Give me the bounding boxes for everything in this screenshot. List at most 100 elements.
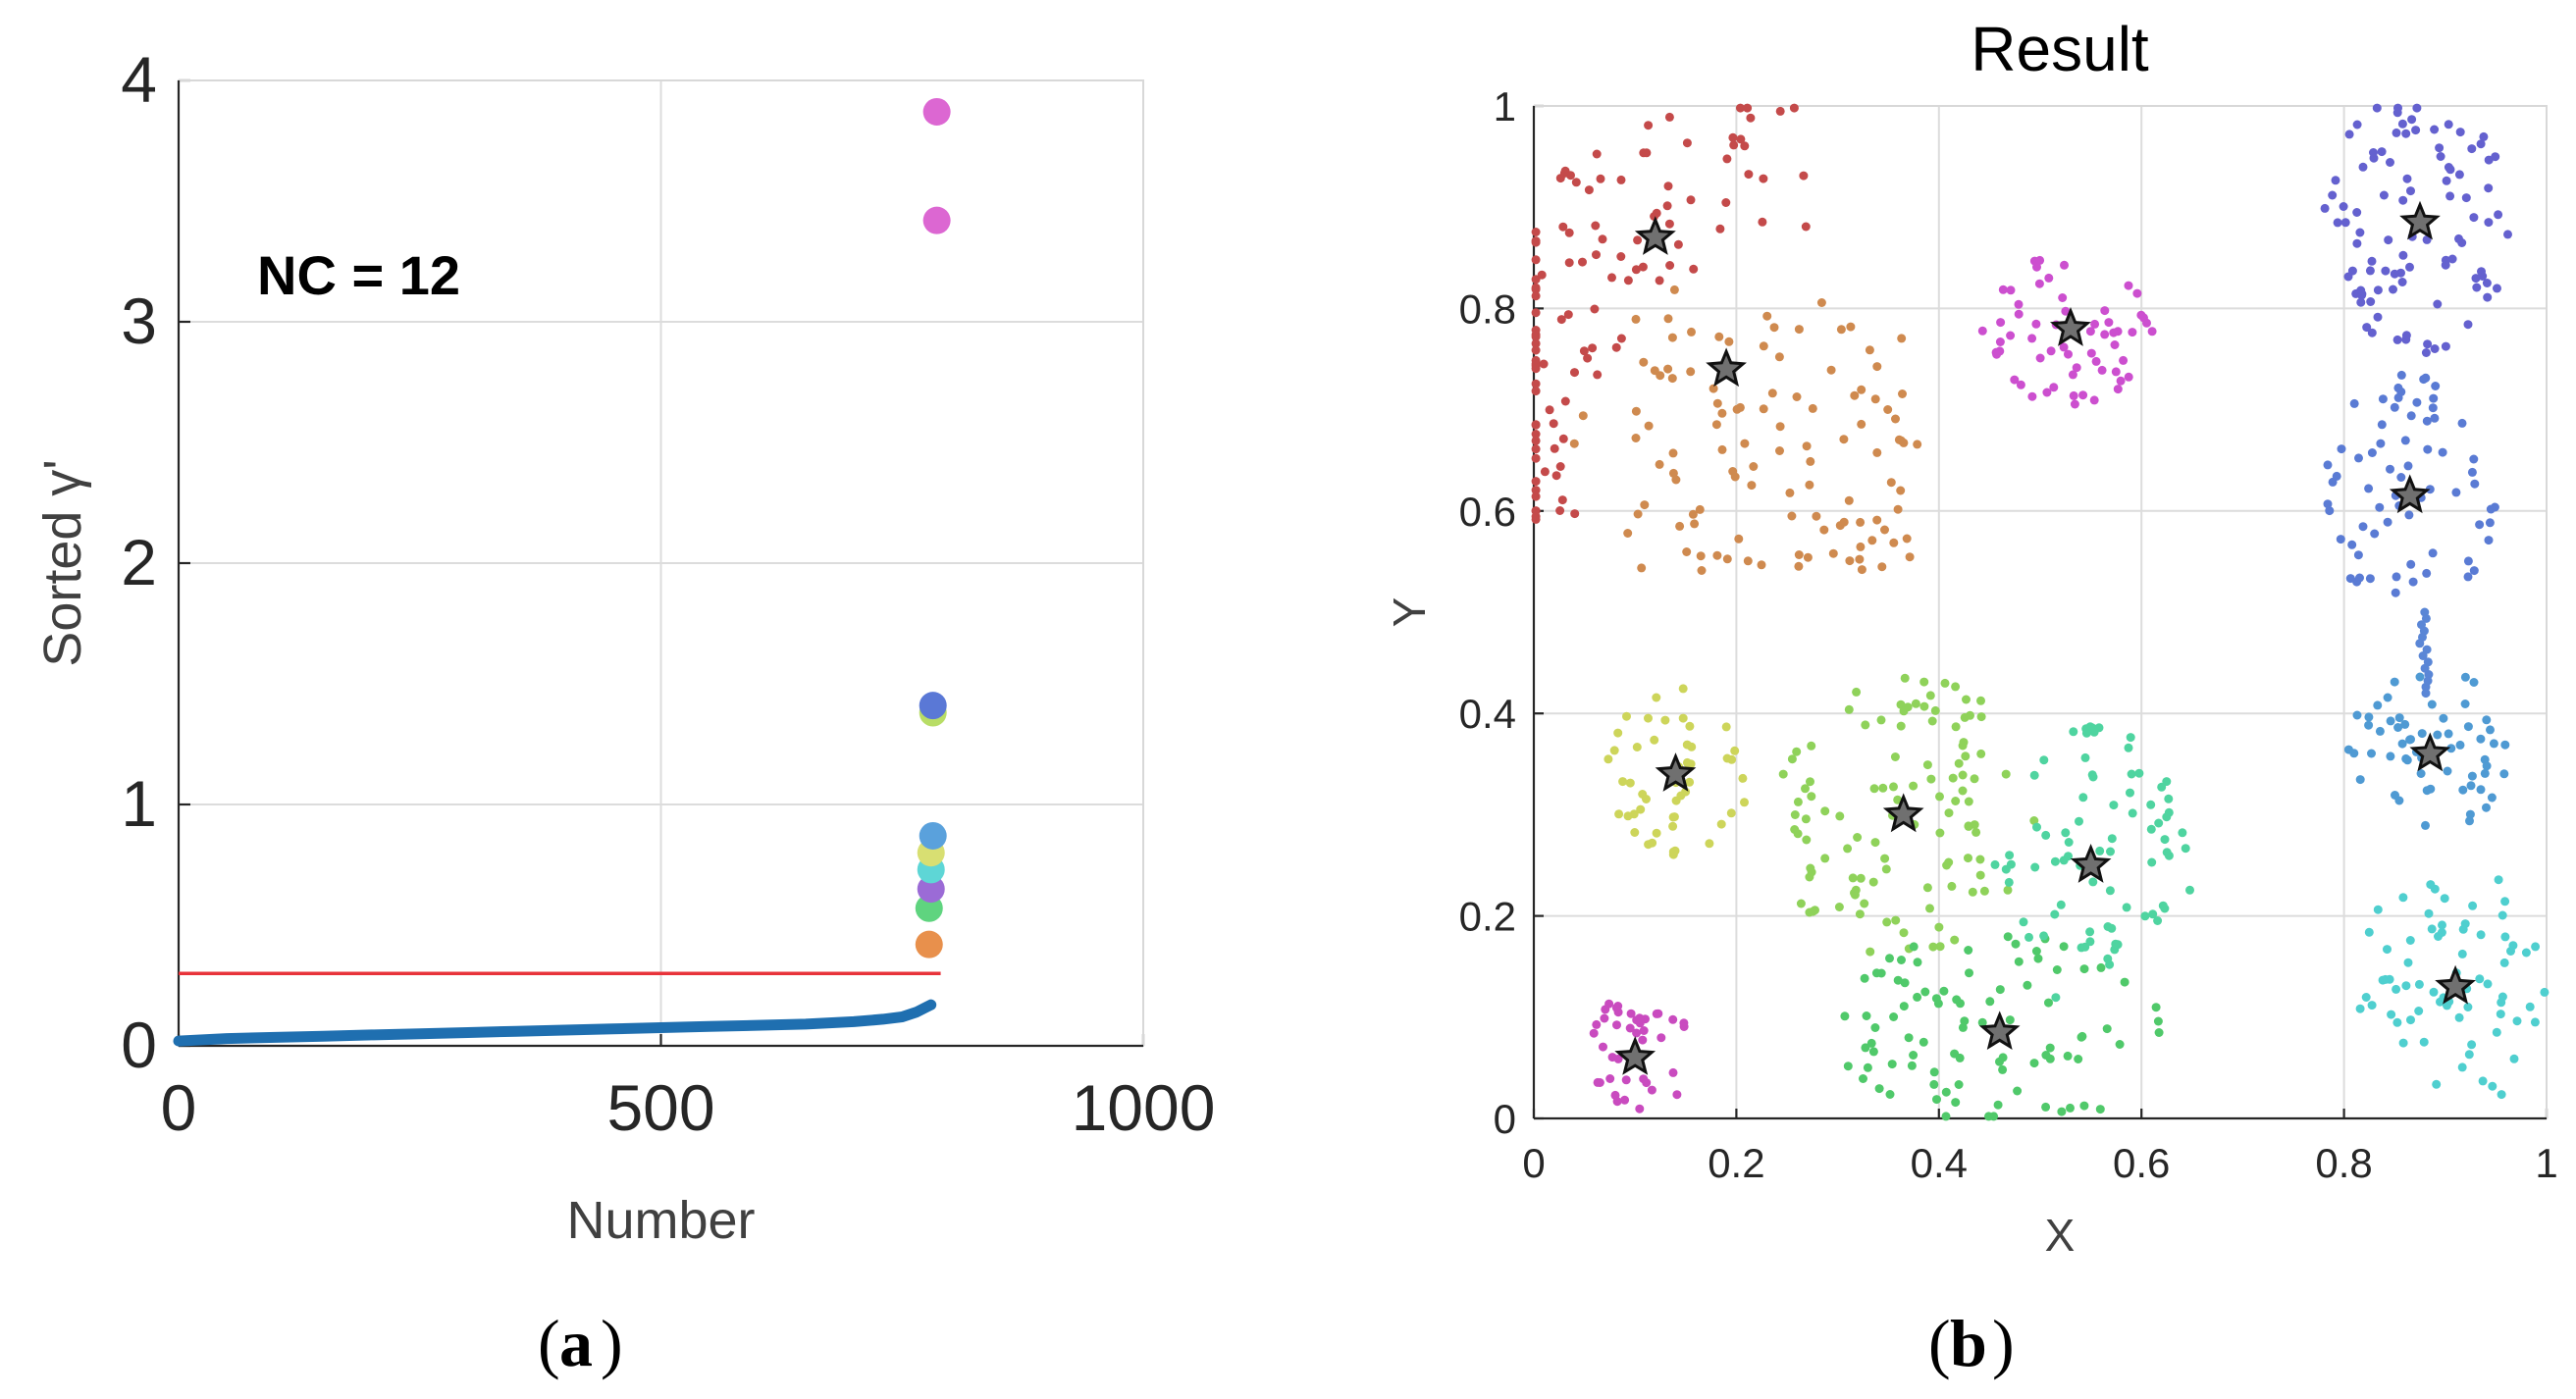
b-cluster-point xyxy=(2147,327,2157,337)
b-cluster-point xyxy=(1929,1079,1939,1089)
b-cluster-point xyxy=(1600,1013,1609,1023)
b-cluster-point xyxy=(1652,208,1661,218)
b-cluster-point xyxy=(2463,722,2473,732)
b-cluster-point xyxy=(1639,357,1649,367)
b-cluster-point xyxy=(2430,125,2440,134)
b-cluster-point xyxy=(1682,138,1692,148)
b-cluster-point xyxy=(1740,141,1750,151)
b-cluster-point xyxy=(1596,174,1605,183)
b-cluster-point xyxy=(2320,203,2330,213)
b-cluster-point xyxy=(1861,1043,1870,1053)
b-cluster-point xyxy=(1913,992,1922,1002)
b-cluster-point xyxy=(1531,453,1541,463)
b-cluster-point xyxy=(2378,394,2388,404)
b-cluster-point xyxy=(2367,256,2377,266)
b-cluster-point xyxy=(1803,552,1813,562)
b-cluster-point xyxy=(1905,552,1915,562)
b-center-star xyxy=(2409,732,2451,772)
b-cluster-point xyxy=(1679,1022,1689,1031)
b-cluster-point xyxy=(1801,814,1811,824)
b-cluster-point xyxy=(1932,1095,1941,1105)
b-cluster-point xyxy=(2332,471,2341,481)
b-cluster-point xyxy=(1607,1053,1617,1062)
b-cluster-point xyxy=(1893,795,1903,804)
b-cluster-point xyxy=(1682,547,1692,556)
b-cluster-point xyxy=(1545,405,1554,415)
b-cluster-point xyxy=(2443,766,2452,776)
b-cluster-point xyxy=(1623,276,1633,285)
b-cluster-point xyxy=(2430,413,2440,423)
b-cluster-point xyxy=(1605,1074,1615,1083)
b-cluster-point xyxy=(1976,712,1986,722)
b-cluster-point xyxy=(2480,768,2490,778)
b-xtick-label: 1 xyxy=(2535,1140,2557,1186)
b-cluster-point xyxy=(1560,166,1570,176)
b-cluster-point xyxy=(1616,334,1626,343)
b-cluster-point xyxy=(1964,946,1973,955)
b-cluster-point xyxy=(1954,758,1964,768)
b-cluster-point xyxy=(2352,710,2362,720)
b-cluster-point xyxy=(2460,700,2470,708)
b-cluster-point xyxy=(2482,803,2491,812)
b-center-star xyxy=(2435,964,2476,1005)
b-cluster-point xyxy=(2113,385,2123,394)
a-ytick-label: 1 xyxy=(121,767,157,840)
b-cluster-point xyxy=(1531,255,1541,265)
b-cluster-point xyxy=(1539,359,1549,369)
b-cluster-point xyxy=(1902,534,1912,544)
a-center-point xyxy=(922,97,951,126)
b-cluster-point xyxy=(1667,374,1677,384)
b-cluster-point xyxy=(2375,726,2385,736)
b-cluster-point xyxy=(1740,798,1749,807)
b-ytick-label: 1 xyxy=(1494,83,1516,130)
b-cluster-point xyxy=(2416,769,2426,778)
b-cluster-point xyxy=(1669,285,1679,294)
b-cluster-point xyxy=(1941,1112,1951,1121)
b-cluster-point xyxy=(2415,672,2425,682)
b-cluster-point xyxy=(1759,174,1768,183)
b-cluster-point xyxy=(2457,1062,2467,1072)
b-cluster-point xyxy=(1598,234,1607,244)
b-cluster-point xyxy=(1767,389,1777,398)
b-cluster-point xyxy=(1820,806,1830,816)
b-cluster-point xyxy=(1951,722,1961,732)
b-cluster-point xyxy=(1925,691,1935,700)
b-cluster-point xyxy=(1856,542,1866,551)
b-cluster-point xyxy=(2457,418,2467,428)
b-cluster-point xyxy=(1743,103,1753,113)
b-cluster-point xyxy=(2160,904,2170,913)
b-cluster-point xyxy=(2467,1040,2477,1050)
b-cluster-point xyxy=(2367,448,2377,457)
b-cluster-point xyxy=(2414,1007,2424,1015)
b-cluster-point xyxy=(2127,769,2136,779)
b-cluster-point xyxy=(1922,883,1932,893)
b-cluster-point xyxy=(2027,334,2037,343)
b-cluster-point xyxy=(2466,781,2476,791)
b-cluster-point xyxy=(1850,390,1860,400)
b-cluster-point xyxy=(2080,942,2090,952)
b-cluster-point xyxy=(2035,353,2045,363)
b-cluster-point xyxy=(2079,964,2089,974)
b-cluster-point xyxy=(1977,326,1987,336)
b-cluster-point xyxy=(2029,770,2039,780)
b-cluster-point xyxy=(2339,202,2348,211)
b-cluster-point xyxy=(1690,519,1700,529)
b-cluster-point xyxy=(1947,881,1957,891)
b-cluster-point xyxy=(2497,910,2507,920)
b-cluster-point xyxy=(2124,372,2133,382)
b-cluster-point xyxy=(2064,852,2073,861)
b-cluster-point xyxy=(1920,987,1930,997)
b-xtick-label: 0.8 xyxy=(2315,1140,2372,1186)
b-cluster-point xyxy=(1909,1051,1919,1060)
b-cluster-point xyxy=(2428,548,2438,558)
b-cluster-point xyxy=(2483,292,2493,302)
b-cluster-point xyxy=(2465,816,2474,826)
b-cluster-point xyxy=(1611,342,1621,352)
b-cluster-point xyxy=(1558,434,1568,443)
b-cluster-point xyxy=(2352,208,2362,217)
b-cluster-point xyxy=(1623,811,1633,821)
b-cluster-point xyxy=(1656,1033,1666,1043)
b-cluster-point xyxy=(2487,793,2497,803)
b-cluster-point xyxy=(1971,827,1981,837)
b-cluster-point xyxy=(2039,755,2049,765)
